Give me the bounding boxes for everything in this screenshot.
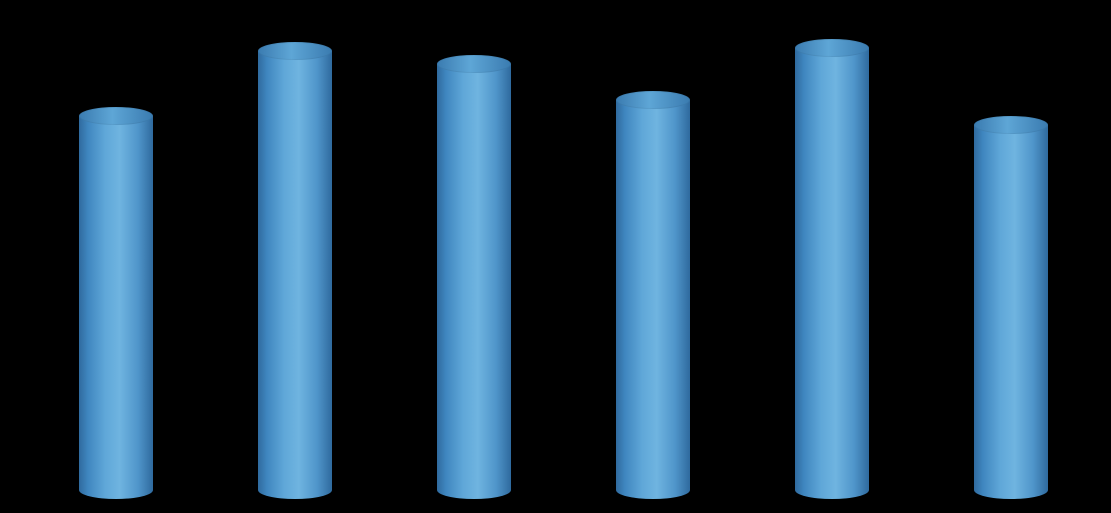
- bar-6: [974, 116, 1048, 499]
- bar-2: [258, 42, 332, 499]
- bar-shaft: [795, 48, 869, 490]
- bar-base-ellipse: [437, 481, 511, 499]
- bar-shaft: [616, 100, 690, 490]
- bar-4: [616, 91, 690, 499]
- bar-shaft: [258, 51, 332, 490]
- bar-top-ellipse: [616, 91, 690, 109]
- bar-top-ellipse: [795, 39, 869, 57]
- bar-shaft: [437, 64, 511, 490]
- bar-shaft: [974, 125, 1048, 490]
- bar-3: [437, 55, 511, 499]
- bar-top-ellipse: [437, 55, 511, 73]
- bar-base-ellipse: [258, 481, 332, 499]
- bar-base-ellipse: [974, 481, 1048, 499]
- bar-5: [795, 39, 869, 499]
- bar-base-ellipse: [616, 481, 690, 499]
- bar-top-ellipse: [79, 107, 153, 125]
- bar-top-ellipse: [974, 116, 1048, 134]
- bar-top-ellipse: [258, 42, 332, 60]
- cylinder-bar-chart: [0, 0, 1111, 513]
- bar-base-ellipse: [795, 481, 869, 499]
- bar-base-ellipse: [79, 481, 153, 499]
- bar-shaft: [79, 116, 153, 490]
- bar-1: [79, 107, 153, 499]
